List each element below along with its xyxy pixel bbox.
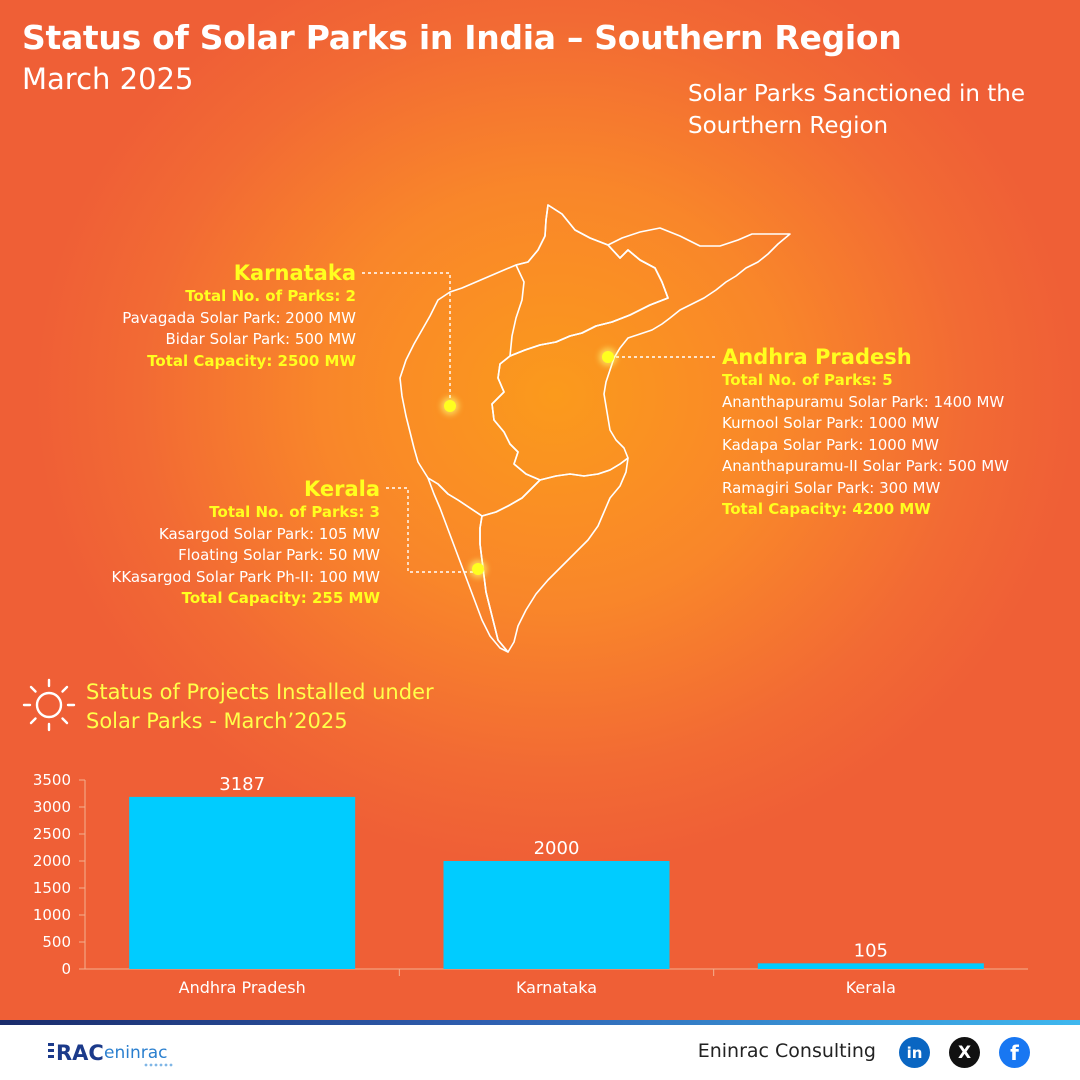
tamil-nadu-outline (479, 457, 629, 653)
karnataka-park-1: Pavagada Solar Park: 2000 MW (122, 308, 356, 327)
andhra-marker (602, 351, 614, 363)
x-category-label: Karnataka (516, 978, 597, 997)
footer: RAC eninrac Eninrac Consulting in X f (0, 1025, 1080, 1080)
x-icon[interactable]: X (949, 1037, 980, 1068)
andhra-park-4: Ananthapuramu-II Solar Park: 500 MW (722, 457, 1009, 475)
y-tick-label: 1000 (33, 906, 71, 924)
karnataka-info: Karnataka Total No. of Parks: 2 Pavagada… (122, 260, 356, 372)
karnataka-parks-count: Total No. of Parks: 2 (185, 287, 356, 305)
karnataka-name: Karnataka (233, 261, 356, 285)
bar-value-label: 105 (854, 940, 888, 961)
kerala-park-2: Floating Solar Park: 50 MW (178, 546, 380, 564)
company-name: Eninrac Consulting (697, 1040, 876, 1062)
y-tick-label: 500 (42, 933, 71, 951)
karnataka-outline (399, 204, 669, 517)
kerala-parks-count: Total No. of Parks: 3 (209, 503, 380, 521)
telangana-outline (509, 204, 669, 357)
kerala-leader-line (386, 487, 476, 573)
facebook-icon[interactable]: f (999, 1037, 1030, 1068)
andhra-info: Andhra Pradesh Total No. of Parks: 5 Ana… (722, 344, 1009, 521)
y-tick-label: 2500 (33, 825, 71, 843)
bar (129, 796, 356, 969)
x-category-label: Andhra Pradesh (179, 978, 306, 997)
andhra-parks-count: Total No. of Parks: 5 (722, 371, 893, 389)
y-tick-label: 2000 (33, 852, 71, 870)
footer-divider (0, 1020, 1080, 1025)
x-category-label: Kerala (846, 978, 896, 997)
bar (443, 861, 670, 969)
bar-value-label: 2000 (534, 838, 580, 859)
karnataka-park-2: Bidar Solar Park: 500 MW (165, 330, 356, 348)
y-tick-label: 0 (61, 960, 71, 978)
kerala-park-1: Kasargod Solar Park: 105 MW (158, 524, 380, 543)
y-tick-label: 1500 (33, 879, 71, 897)
svg-text:eninrac: eninrac (104, 1043, 167, 1063)
karnataka-leader-line (362, 272, 451, 402)
page-title: Status of Solar Parks in India – Souther… (22, 18, 902, 57)
andhra-park-5: Ramagiri Solar Park: 300 MW (722, 478, 941, 497)
chart-title: Status of Projects Installed under Solar… (86, 680, 434, 733)
andhra-name: Andhra Pradesh (722, 345, 912, 369)
karnataka-total: Total Capacity: 2500 MW (147, 351, 356, 370)
kerala-outline (427, 477, 509, 653)
eninrac-logo: RAC eninrac (48, 1041, 173, 1067)
andhra-park-1: Ananthapuramu Solar Park: 1400 MW (722, 392, 1005, 411)
y-tick-label: 3500 (33, 771, 71, 789)
andhra-total: Total Capacity: 4200 MW (722, 500, 931, 518)
kerala-info: Kerala Total No. of Parks: 3 Kasargod So… (112, 476, 380, 610)
southern-india-map (0, 0, 1080, 680)
svg-text:RAC: RAC (56, 1041, 104, 1065)
page-subtitle: March 2025 (22, 62, 194, 96)
andhra-park-2: Kurnool Solar Park: 1000 MW (722, 414, 940, 432)
bar-value-label: 3187 (219, 774, 265, 795)
kerala-marker (472, 563, 484, 575)
kerala-total: Total Capacity: 255 MW (181, 589, 380, 607)
y-tick-label: 3000 (33, 798, 71, 816)
karnataka-marker (444, 400, 456, 412)
kerala-park-3: KKasargod Solar Park Ph-II: 100 MW (111, 567, 380, 586)
sun-icon (22, 678, 76, 732)
map-caption: Solar Parks Sanctioned in the Sourthern … (688, 81, 1025, 139)
linkedin-icon[interactable]: in (899, 1037, 930, 1068)
andhra-park-3: Kadapa Solar Park: 1000 MW (722, 435, 939, 454)
bar-chart: 0 500 1000 1500 2000 2500 3000 3500 3187 Andhra P… (33, 771, 1028, 997)
kerala-name: Kerala (303, 477, 380, 501)
bar (757, 963, 984, 969)
